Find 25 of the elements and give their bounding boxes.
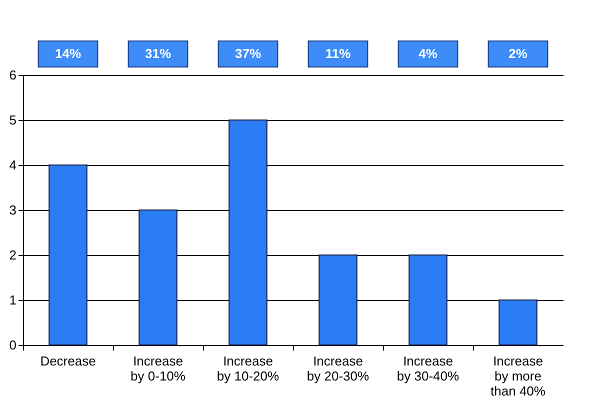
bar (138, 210, 178, 346)
y-tick-label: 5 (9, 112, 16, 128)
text: 37% (234, 46, 262, 61)
y-tick-label: 4 (9, 158, 16, 172)
y-tick-label: 1 (9, 292, 16, 308)
y-tick-label: 2 (9, 248, 16, 262)
bar (408, 254, 448, 346)
bar (48, 164, 88, 346)
y-tick-label: 6 (9, 68, 16, 82)
bar (228, 120, 268, 346)
text: 31% (144, 46, 172, 61)
x-tick-label: Increase by more than 40% (490, 354, 546, 398)
text: 11% (325, 46, 352, 61)
y-tick-label: 3 (9, 202, 16, 218)
x-tick-label: Decrease (40, 354, 96, 368)
y-tick-label: 0 (9, 338, 16, 352)
bar (498, 300, 538, 346)
bar (318, 254, 358, 346)
x-tick-label: Increase by 20-30% (306, 354, 370, 384)
x-tick-label: Increase by 0-10% (130, 354, 186, 384)
text: 4% (418, 46, 438, 61)
text: 14% (54, 46, 82, 61)
text: 2% (508, 46, 528, 61)
x-tick-label: Increase by 30-40% (396, 354, 460, 384)
x-tick-label: Increase by 10-20% (216, 354, 280, 384)
